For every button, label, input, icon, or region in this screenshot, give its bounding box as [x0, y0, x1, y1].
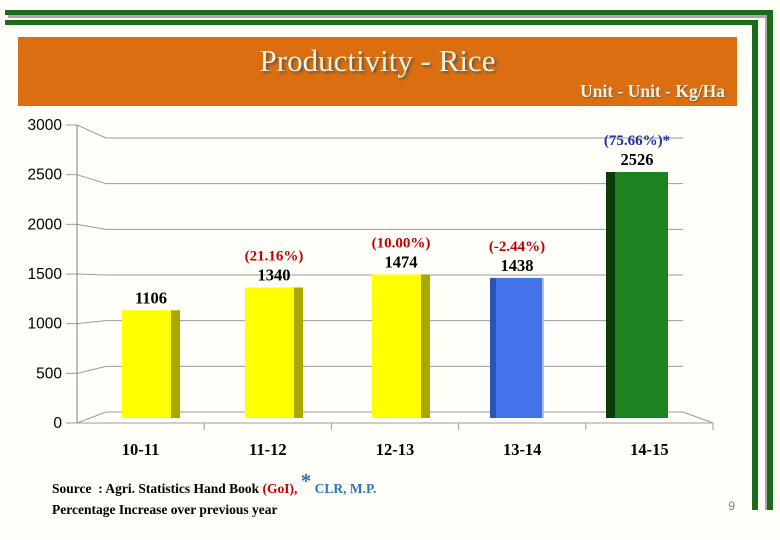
bar-value-label: 1438 — [501, 256, 534, 275]
source-reference: CLR, M.P. — [311, 481, 377, 496]
bar-side-face — [171, 310, 180, 418]
page-number: 9 — [728, 499, 735, 513]
bar-percentage-label: (75.66%)* — [604, 133, 670, 149]
y-tick-label: 1000 — [28, 316, 63, 333]
bar-face — [372, 274, 421, 418]
bar-group-10-11 — [122, 310, 180, 418]
bar-side-face — [490, 277, 496, 418]
x-category-label: 12-13 — [376, 440, 415, 459]
title-bar: Productivity - Rice Unit - Unit - Kg/Ha — [18, 37, 737, 106]
frame-top-inner-line — [5, 20, 758, 25]
bar-percentage-label: (-2.44%) — [489, 239, 545, 255]
bar-group-14-15 — [606, 171, 668, 418]
y-tick-label: 3000 — [28, 117, 63, 134]
gridline-depth-segment — [76, 320, 107, 325]
gridline-depth-segment — [76, 124, 107, 139]
y-tick-label: 2000 — [28, 216, 63, 233]
y-tick-label: 2500 — [28, 167, 63, 184]
x-category-label: 14-15 — [630, 440, 669, 459]
bar-side-face — [606, 171, 615, 418]
bar-face — [122, 310, 171, 418]
gridline-depth-segment — [76, 365, 107, 374]
footer: Source : Agri. Statistics Hand Book (GoI… — [52, 471, 377, 518]
source-goi: (GoI), — [262, 481, 301, 496]
gridline-depth-segment — [76, 273, 107, 276]
bar-value-label: 1474 — [385, 252, 418, 271]
frame-right-outer-line — [767, 10, 773, 510]
y-tick-label: 500 — [36, 365, 62, 382]
gridline-depth-segment — [76, 223, 107, 230]
bar-value-label: 1106 — [135, 288, 167, 307]
unit-label: Unit - Unit - Kg/Ha — [580, 81, 725, 101]
asterisk-marker: * — [300, 469, 312, 493]
frame-right-shadow — [765, 16, 767, 510]
percentage-note: Percentage Increase over previous year — [52, 502, 278, 517]
bar-face — [245, 287, 294, 418]
y-tick-label: 0 — [53, 415, 62, 432]
x-category-label: 10-11 — [122, 440, 160, 459]
bar-edge-highlight — [542, 277, 544, 418]
bar-percentage-label: (21.16%) — [245, 248, 304, 264]
frame-right-inner-line — [752, 20, 758, 510]
gridline-depth-segment — [76, 174, 107, 185]
x-category-label: 11-12 — [249, 440, 287, 459]
bar-group-12-13 — [372, 274, 430, 418]
frame-top-shadow — [8, 15, 768, 18]
slide-title: Productivity - Rice — [259, 43, 496, 78]
y-tick-label: 1500 — [28, 266, 63, 283]
bar-percentage-label: (10.00%) — [372, 235, 431, 251]
x-category-label: 13-14 — [503, 440, 542, 459]
frame-top-outer-line — [5, 10, 773, 15]
bar-side-face — [421, 274, 430, 418]
floor-right-edge — [682, 411, 714, 424]
bar-value-label: 2526 — [621, 150, 654, 169]
bar-side-face — [294, 287, 303, 418]
bar-group-13-14 — [490, 277, 544, 418]
source-line: Source : Agri. Statistics Hand Book (GoI… — [52, 471, 377, 497]
bar-face — [496, 277, 542, 418]
source-text: Source : Agri. Statistics Hand Book — [52, 481, 263, 496]
bar-face — [615, 171, 668, 418]
bar-group-11-12 — [245, 287, 303, 418]
bar-value-label: 1340 — [258, 265, 291, 284]
gridline-depth-segment — [76, 411, 107, 424]
